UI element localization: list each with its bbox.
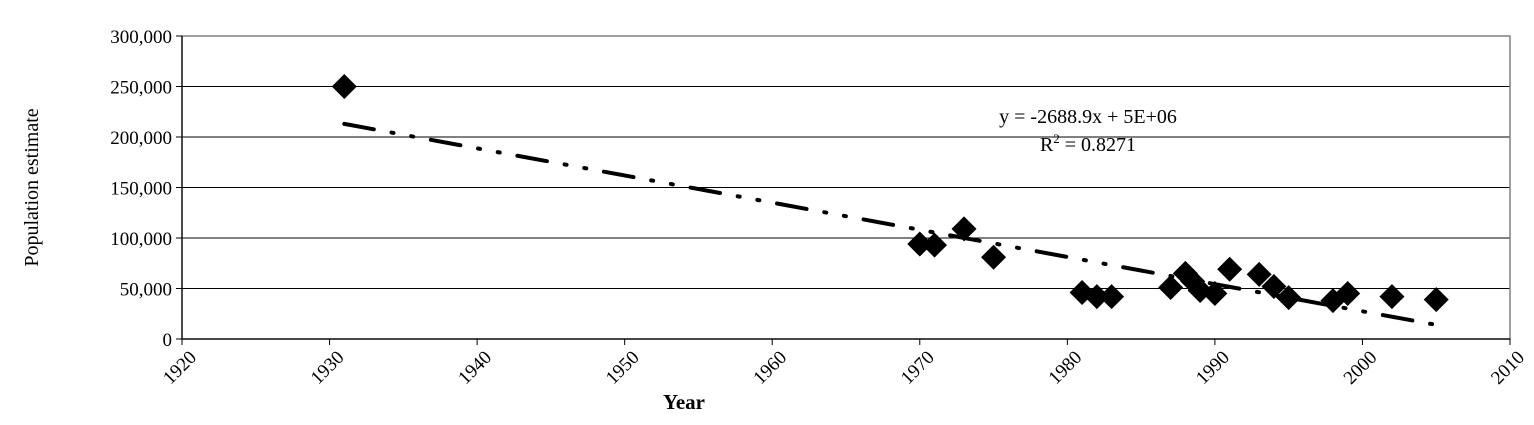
data-point bbox=[1099, 284, 1125, 310]
x-tick-label: 2010 bbox=[1487, 347, 1529, 389]
y-axis-title: Population estimate bbox=[21, 108, 43, 266]
data-point bbox=[1261, 273, 1287, 299]
points-layer bbox=[331, 74, 1449, 314]
x-axis-title: Year bbox=[663, 390, 705, 414]
data-point bbox=[1246, 261, 1272, 287]
trendline-layer bbox=[342, 121, 1439, 327]
data-point bbox=[1379, 284, 1405, 310]
r-squared-prefix: R bbox=[1040, 134, 1054, 156]
data-point bbox=[922, 232, 948, 258]
y-tick-label: 200,000 bbox=[110, 128, 172, 149]
data-point bbox=[1423, 287, 1449, 313]
y-tick-label: 50,000 bbox=[120, 280, 172, 301]
x-tick-label: 1920 bbox=[159, 347, 201, 389]
data-point bbox=[981, 244, 1007, 270]
y-tick-label: 0 bbox=[163, 330, 173, 351]
grid-layer bbox=[182, 86, 1510, 289]
x-tick-label: 1930 bbox=[307, 347, 349, 389]
data-point bbox=[1335, 281, 1361, 307]
labels-layer: 0 50,000 100,000 150,000 200,000 250,000 300,0… bbox=[110, 27, 1529, 389]
r-squared-suffix: = 0.8271 bbox=[1060, 134, 1136, 156]
axes-layer bbox=[176, 35, 1511, 345]
y-tick-label: 100,000 bbox=[110, 229, 172, 250]
r-squared-superscript: 2 bbox=[1053, 131, 1060, 146]
data-point bbox=[1217, 256, 1243, 282]
data-point bbox=[951, 216, 977, 242]
trendline-equation: y = -2688.9x + 5E+06 bbox=[999, 106, 1177, 128]
data-point bbox=[1202, 281, 1228, 307]
x-tick-label: 2000 bbox=[1340, 347, 1382, 389]
x-tick-label: 1970 bbox=[897, 347, 939, 389]
y-tick-label: 150,000 bbox=[110, 179, 172, 200]
data-point bbox=[331, 74, 357, 99]
y-tick-label: 300,000 bbox=[110, 27, 172, 48]
data-point bbox=[1276, 285, 1302, 311]
x-tick-label: 1950 bbox=[602, 347, 644, 389]
x-tick-label: 1940 bbox=[454, 347, 496, 389]
y-tick-label: 250,000 bbox=[110, 78, 172, 99]
trendline bbox=[342, 121, 1439, 327]
data-point bbox=[1084, 284, 1110, 310]
x-tick-label: 1960 bbox=[749, 347, 791, 389]
x-tick-label: 1980 bbox=[1045, 347, 1087, 389]
data-point bbox=[1158, 274, 1184, 300]
x-tick-label: 1990 bbox=[1192, 347, 1234, 389]
trendline-r-squared: R2 = 0.8271 bbox=[1040, 131, 1136, 156]
data-point bbox=[907, 231, 933, 257]
